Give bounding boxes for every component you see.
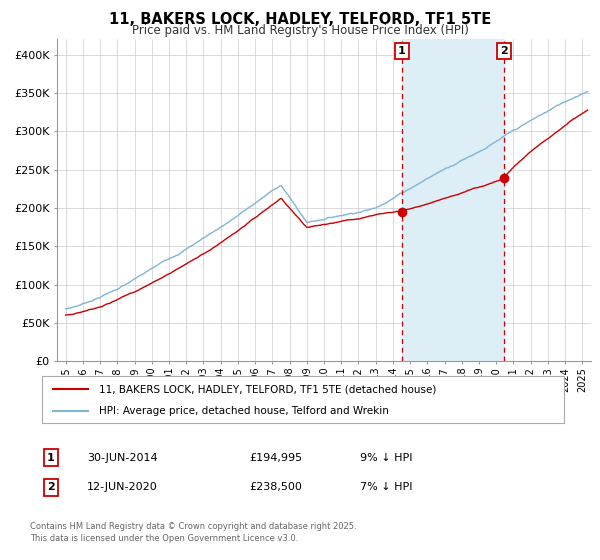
Text: 12-JUN-2020: 12-JUN-2020 (87, 482, 158, 492)
Text: 9% ↓ HPI: 9% ↓ HPI (360, 452, 413, 463)
Text: 1: 1 (47, 452, 55, 463)
Text: Price paid vs. HM Land Registry's House Price Index (HPI): Price paid vs. HM Land Registry's House … (131, 24, 469, 36)
Text: £238,500: £238,500 (249, 482, 302, 492)
Text: 2: 2 (500, 46, 508, 55)
Text: 2: 2 (47, 482, 55, 492)
Text: 11, BAKERS LOCK, HADLEY, TELFORD, TF1 5TE (detached house): 11, BAKERS LOCK, HADLEY, TELFORD, TF1 5T… (100, 384, 437, 394)
Text: 1: 1 (398, 46, 406, 55)
Text: 30-JUN-2014: 30-JUN-2014 (87, 452, 158, 463)
Bar (401, 39, 504, 361)
Text: 11, BAKERS LOCK, HADLEY, TELFORD, TF1 5TE: 11, BAKERS LOCK, HADLEY, TELFORD, TF1 5T… (109, 12, 491, 27)
Text: £194,995: £194,995 (249, 452, 302, 463)
Text: HPI: Average price, detached house, Telford and Wrekin: HPI: Average price, detached house, Telf… (100, 406, 389, 416)
Text: 7% ↓ HPI: 7% ↓ HPI (360, 482, 413, 492)
Text: Contains HM Land Registry data © Crown copyright and database right 2025.
This d: Contains HM Land Registry data © Crown c… (30, 522, 356, 543)
